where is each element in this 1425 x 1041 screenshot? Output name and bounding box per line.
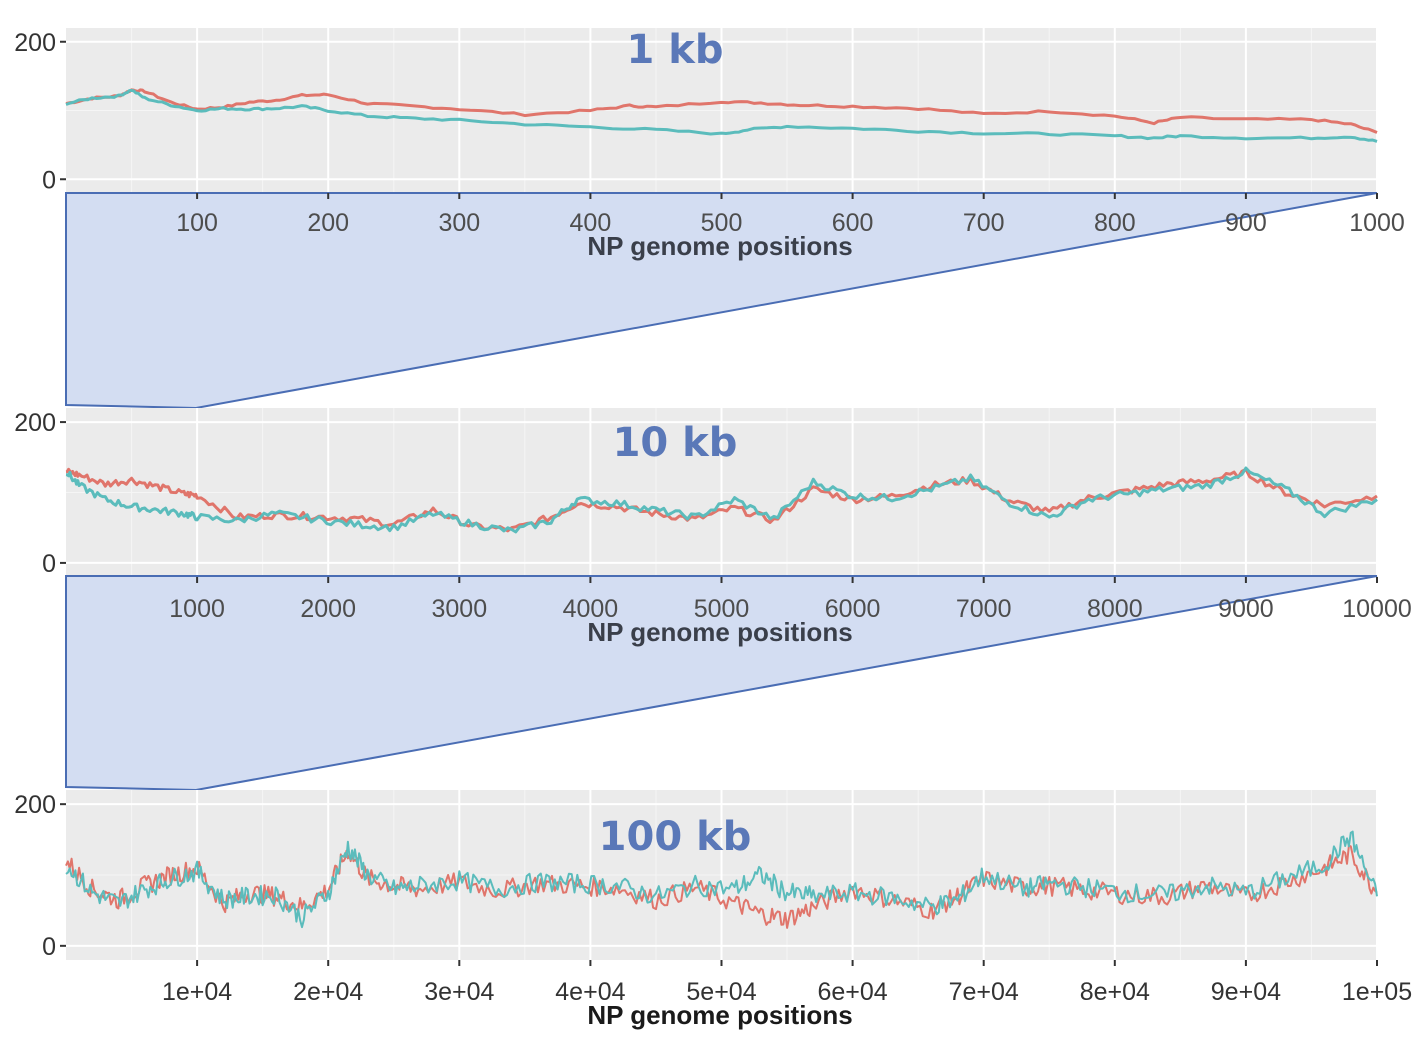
x-tick-label: 1000 <box>1349 209 1405 237</box>
series-lines <box>65 830 1378 929</box>
x-axis-label-1kb: NP genome positions <box>587 231 852 261</box>
y-axis: 0 200 <box>14 791 66 961</box>
x-tick-label: 3000 <box>431 595 487 623</box>
x-tick-label: 200 <box>307 209 349 237</box>
x-axis-10kb: 1000 2000 3000 4000 5000 6000 7000 8000 9000 1000… <box>169 577 1412 623</box>
series-line-2 <box>65 466 1378 534</box>
x-tick-label: 6000 <box>825 595 881 623</box>
panel-annotation: 10 kb <box>613 420 738 466</box>
x-tick-label: 1e+05 <box>1342 978 1412 1006</box>
x-tick-label: 3e+04 <box>424 978 494 1006</box>
panel-1kb: 0 200 1 kb <box>14 27 1378 194</box>
series-line-2 <box>65 830 1378 929</box>
x-tick-label: 8e+04 <box>1080 978 1150 1006</box>
panel-annotation: 1 kb <box>627 27 724 73</box>
x-tick-label: 900 <box>1225 209 1267 237</box>
y-tick-label: 0 <box>42 166 56 194</box>
x-tick-label: 6e+04 <box>817 978 887 1006</box>
x-tick-label: 400 <box>570 209 612 237</box>
x-tick-label: 5e+04 <box>686 978 756 1006</box>
x-tick-label: 9000 <box>1218 595 1274 623</box>
series-line-1 <box>65 88 1378 134</box>
y-tick-label: 0 <box>42 550 56 578</box>
x-tick-label: 10000 <box>1342 595 1412 623</box>
x-tick-label: 100 <box>176 209 218 237</box>
x-tick-label: 8000 <box>1087 595 1143 623</box>
x-tick-label: 7000 <box>956 595 1012 623</box>
x-tick-label: 500 <box>701 209 743 237</box>
x-tick-label: 700 <box>963 209 1005 237</box>
panel-annotation: 100 kb <box>599 814 752 860</box>
x-tick-label: 800 <box>1094 209 1136 237</box>
y-axis: 0 200 <box>14 29 66 194</box>
series-lines <box>65 466 1378 534</box>
x-tick-label: 7e+04 <box>949 978 1019 1006</box>
x-tick-label: 300 <box>438 209 480 237</box>
x-axis-label-100kb: NP genome positions <box>587 1000 852 1030</box>
x-tick-label: 5000 <box>694 595 750 623</box>
x-tick-label: 1000 <box>169 595 225 623</box>
x-axis-label-10kb: NP genome positions <box>587 617 852 647</box>
y-axis: 0 200 <box>14 409 66 578</box>
series-line-1 <box>65 467 1378 533</box>
y-tick-label: 200 <box>14 29 56 57</box>
panel-10kb: 0 200 10 kb <box>14 408 1378 578</box>
y-tick-label: 200 <box>14 409 56 437</box>
x-tick-label: 600 <box>832 209 874 237</box>
panel-100kb: 0 200 100 kb <box>14 790 1378 961</box>
x-tick-label: 2e+04 <box>293 978 363 1006</box>
x-tick-label: 1e+04 <box>162 978 232 1006</box>
series-lines <box>65 88 1378 143</box>
grid-lines <box>66 790 1378 960</box>
x-tick-label: 9e+04 <box>1211 978 1281 1006</box>
x-axis-1kb: 100 200 300 400 500 600 700 800 900 1000 <box>176 193 1405 237</box>
series-line-2 <box>65 88 1378 143</box>
x-tick-label: 2000 <box>300 595 356 623</box>
x-tick-label: 4e+04 <box>555 978 625 1006</box>
y-tick-label: 0 <box>42 933 56 961</box>
x-axis-100kb: 1e+04 2e+04 3e+04 4e+04 5e+04 6e+04 7e+04 8e+04… <box>162 960 1412 1006</box>
x-tick-label: 4000 <box>563 595 619 623</box>
y-tick-label: 200 <box>14 791 56 819</box>
grid-lines <box>66 408 1378 577</box>
